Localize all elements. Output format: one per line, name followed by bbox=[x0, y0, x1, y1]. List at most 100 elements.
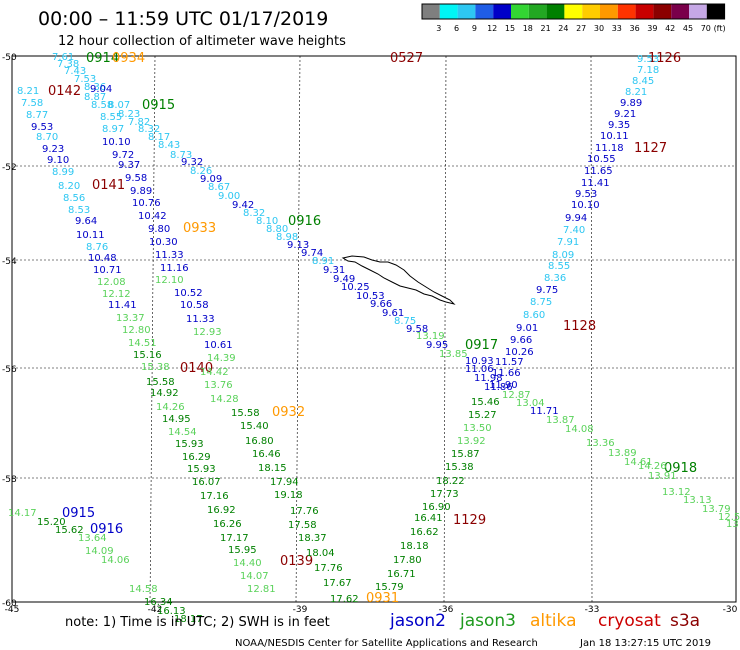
wave-height-value: 10.10 bbox=[571, 200, 600, 211]
colorbar-swatch bbox=[546, 4, 565, 19]
wave-height-value: 8.09 bbox=[552, 250, 574, 261]
colorbar-label: 12 bbox=[487, 24, 497, 33]
wave-height-value: 17.62 bbox=[330, 594, 359, 605]
wave-height-value: 8.53 bbox=[68, 205, 90, 216]
wave-height-value: 8.70 bbox=[36, 132, 58, 143]
colorbar-swatch bbox=[600, 4, 618, 19]
latitude-label: -56 bbox=[2, 365, 17, 375]
wave-height-value: 9.53 bbox=[637, 54, 659, 65]
wave-height-value: 12.93 bbox=[193, 327, 222, 338]
wave-height-value: 7.43 bbox=[64, 66, 86, 77]
wave-height-value: 12.12 bbox=[102, 289, 131, 300]
wave-height-value: 8.32 bbox=[138, 124, 160, 135]
wave-height-value: 17.80 bbox=[393, 555, 422, 566]
wave-height-value: 18.04 bbox=[306, 548, 335, 559]
wave-height-value: 8.56 bbox=[63, 193, 85, 204]
satellite-altika: altika bbox=[530, 611, 577, 631]
wave-height-value: 11.65 bbox=[584, 166, 613, 177]
wave-height-value: 14.54 bbox=[168, 427, 197, 438]
wave-height-value: 17.67 bbox=[323, 578, 352, 589]
wave-height-value: 7.82 bbox=[128, 117, 150, 128]
colorbar-label: 9 bbox=[472, 24, 477, 33]
credit-text: NOAA/NESDIS Center for Satellite Applica… bbox=[235, 638, 538, 649]
latitude-label: -60 bbox=[2, 599, 17, 609]
wave-height-value: 13.87 bbox=[546, 415, 575, 426]
colorbar-label: 70 bbox=[701, 24, 711, 33]
wave-height-value: 13.89 bbox=[608, 448, 637, 459]
wave-height-value: 13.37 bbox=[116, 313, 145, 324]
time-label: 1128 bbox=[563, 319, 596, 334]
wave-height-value: 10.76 bbox=[132, 198, 161, 209]
wave-height-value: 8.10 bbox=[256, 216, 278, 227]
wave-height-value: 14.09 bbox=[85, 546, 114, 557]
longitude-label: -39 bbox=[293, 605, 308, 615]
map-frame bbox=[11, 55, 737, 603]
time-label: 0933 bbox=[183, 221, 216, 236]
colorbar-swatch bbox=[706, 4, 725, 19]
wave-height-value: 15.62 bbox=[55, 525, 84, 536]
time-label: 0932 bbox=[272, 405, 305, 420]
wave-height-value: 16.34 bbox=[144, 597, 173, 608]
time-label: 0934 bbox=[112, 51, 145, 66]
wave-height-value: 17.17 bbox=[220, 533, 249, 544]
wave-height-value: 8.55 bbox=[100, 112, 122, 123]
wave-height-value: 14.42 bbox=[200, 367, 229, 378]
wave-height-value: 9.89 bbox=[620, 98, 642, 109]
wave-height-value: 9.58 bbox=[406, 324, 428, 335]
wave-height-value: 10.58 bbox=[180, 300, 209, 311]
colorbar-swatch bbox=[439, 4, 458, 19]
colorbar-swatch bbox=[511, 4, 529, 19]
wave-height-value: 13.04 bbox=[516, 398, 545, 409]
wave-height-value: 12.54 bbox=[718, 512, 740, 523]
time-label: 1126 bbox=[648, 51, 681, 66]
wave-height-value: 16.29 bbox=[182, 452, 211, 463]
wave-height-value: 15.27 bbox=[468, 410, 497, 421]
wave-height-value: 8.91 bbox=[312, 256, 334, 267]
colorbar-label: 24 bbox=[558, 24, 568, 33]
wave-height-value: 13.85 bbox=[439, 349, 468, 360]
wave-height-value: 8.45 bbox=[632, 76, 654, 87]
wave-height-value: 14.39 bbox=[207, 353, 236, 364]
satellite-s3a: s3a bbox=[670, 611, 700, 631]
wave-height-value: 14.07 bbox=[240, 571, 269, 582]
wave-height-value: 8.77 bbox=[26, 110, 48, 121]
wave-height-value: 11.57 bbox=[495, 357, 524, 368]
wave-height-value: 12.81 bbox=[247, 584, 276, 595]
wave-height-value: 11.18 bbox=[595, 143, 624, 154]
wave-height-value: 12.08 bbox=[97, 277, 126, 288]
colorbar-swatch bbox=[617, 4, 636, 19]
time-label: 0915 bbox=[62, 506, 95, 521]
colorbar-swatch bbox=[689, 4, 707, 19]
wave-height-value: 16.80 bbox=[245, 436, 274, 447]
wave-height-value: 8.76 bbox=[86, 242, 108, 253]
wave-height-value: 18.22 bbox=[436, 476, 465, 487]
wave-height-value: 13.92 bbox=[457, 436, 486, 447]
wave-height-value: 13.36 bbox=[586, 438, 615, 449]
wave-height-value: 10.93 bbox=[465, 356, 494, 367]
wave-height-value: 8.43 bbox=[158, 140, 180, 151]
time-label: 1127 bbox=[634, 141, 667, 156]
wave-height-value: 17.73 bbox=[430, 489, 459, 500]
wave-height-value: 9.00 bbox=[218, 191, 240, 202]
latitude-label: -52 bbox=[2, 163, 17, 173]
wave-height-value: 10.55 bbox=[587, 154, 616, 165]
wave-height-value: 9.74 bbox=[301, 248, 323, 259]
colorbar-label: 36 bbox=[630, 24, 640, 33]
wave-height-value: 11.71 bbox=[530, 406, 559, 417]
wave-height-value: 16.71 bbox=[387, 569, 416, 580]
time-label: 0917 bbox=[465, 338, 498, 353]
timestamp-text: Jan 18 13:27:15 UTC 2019 bbox=[579, 638, 711, 649]
wave-height-value: 14.26 bbox=[156, 402, 185, 413]
wave-height-value: 11.33 bbox=[186, 314, 215, 325]
colorbar-label: 30 bbox=[594, 24, 604, 33]
wave-height-value: 18.17 bbox=[174, 614, 203, 625]
satellite-jason2: jason2 bbox=[389, 611, 446, 631]
wave-height-value: 9.31 bbox=[323, 265, 345, 276]
satellite-cryosat: cryosat bbox=[598, 611, 661, 631]
wave-height-value: 8.26 bbox=[190, 166, 212, 177]
wave-height-value: 8.87 bbox=[84, 92, 106, 103]
wave-height-value: 11.41 bbox=[581, 178, 610, 189]
colorbar-swatch bbox=[653, 4, 672, 19]
wave-height-value: 9.66 bbox=[370, 299, 392, 310]
wave-height-value: 14.08 bbox=[565, 424, 594, 435]
